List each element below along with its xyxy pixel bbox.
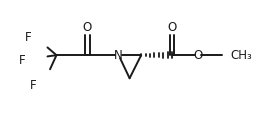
Text: CH₃: CH₃ xyxy=(230,49,252,62)
Text: O: O xyxy=(167,21,176,34)
Text: F: F xyxy=(19,54,25,67)
Text: O: O xyxy=(193,49,202,62)
Text: F: F xyxy=(30,79,37,92)
Text: F: F xyxy=(25,31,31,44)
Text: O: O xyxy=(83,21,92,34)
Text: N: N xyxy=(114,49,123,62)
